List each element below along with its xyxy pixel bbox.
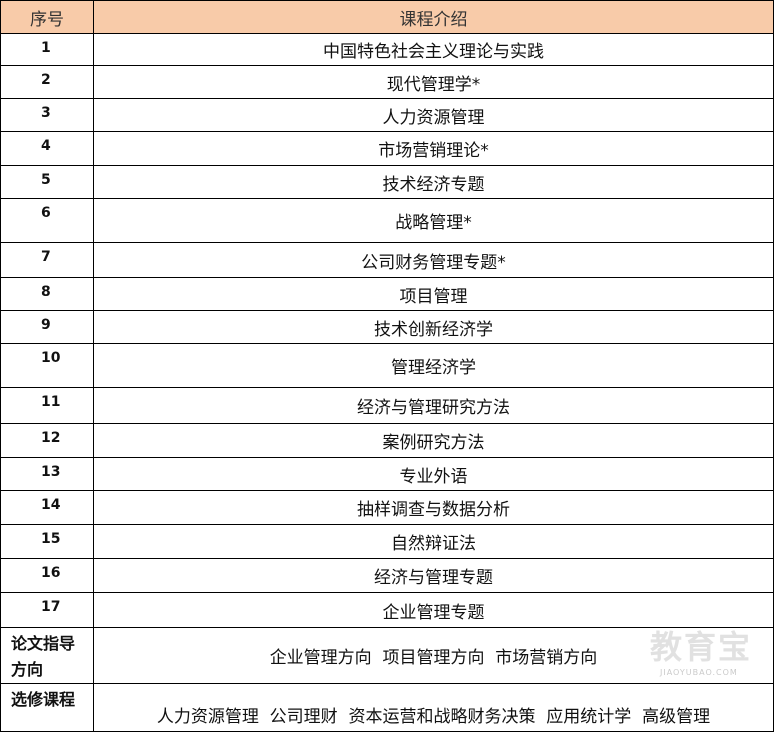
watermark-logo: 教育宝 <box>650 628 753 666</box>
table-row: 2 现代管理学* <box>0 65 774 99</box>
table-row: 3 人力资源管理 <box>0 98 774 132</box>
table-row: 6 战略管理* <box>0 198 774 243</box>
course-name: 现代管理学* <box>93 65 774 99</box>
row-index: 13 <box>0 457 94 491</box>
course-name: 中国特色社会主义理论与实践 <box>93 33 774 66</box>
course-name: 经济与管理专题 <box>93 558 774 593</box>
row-index: 1 <box>0 33 94 66</box>
header-index: 序号 <box>0 0 94 34</box>
table-header: 序号 课程介绍 <box>0 0 774 34</box>
row-index: 6 <box>0 198 94 243</box>
table-row: 4 市场营销理论* <box>0 131 774 166</box>
table-row: 15 自然辩证法 <box>0 524 774 559</box>
course-name: 项目管理 <box>93 277 774 311</box>
table-row: 10 管理经济学 <box>0 343 774 388</box>
course-name: 专业外语 <box>93 457 774 491</box>
table-row: 14 抽样调查与数据分析 <box>0 490 774 525</box>
table-row: 9 技术创新经济学 <box>0 310 774 344</box>
table-row: 16 经济与管理专题 <box>0 558 774 593</box>
course-name: 公司财务管理专题* <box>93 242 774 278</box>
row-index: 4 <box>0 131 94 166</box>
row-index: 16 <box>0 558 94 593</box>
thesis-value: 企业管理方向 项目管理方向 市场营销方向 <box>93 627 774 684</box>
course-name: 市场营销理论* <box>93 131 774 166</box>
course-name: 案例研究方法 <box>93 423 774 458</box>
row-index: 14 <box>0 490 94 525</box>
row-index: 7 <box>0 242 94 278</box>
row-index: 15 <box>0 524 94 559</box>
table-row: 13 专业外语 <box>0 457 774 491</box>
table-row: 12 案例研究方法 <box>0 423 774 458</box>
table-row: 5 技术经济专题 <box>0 165 774 199</box>
row-index: 5 <box>0 165 94 199</box>
course-name: 人力资源管理 <box>93 98 774 132</box>
table-row: 7 公司财务管理专题* <box>0 242 774 278</box>
row-index: 9 <box>0 310 94 344</box>
course-name: 自然辩证法 <box>93 524 774 559</box>
table-row: 11 经济与管理研究方法 <box>0 387 774 424</box>
row-index: 2 <box>0 65 94 99</box>
row-index: 3 <box>0 98 94 132</box>
table-row: 17 企业管理专题 <box>0 592 774 628</box>
row-index: 17 <box>0 592 94 628</box>
course-name: 技术创新经济学 <box>93 310 774 344</box>
row-index: 10 <box>0 343 94 388</box>
row-index: 8 <box>0 277 94 311</box>
elective-label: 选修课程 <box>0 683 94 732</box>
header-course: 课程介绍 <box>93 0 774 34</box>
course-name: 抽样调查与数据分析 <box>93 490 774 525</box>
elective-row: 选修课程 人力资源管理 公司理财 资本运营和战略财务决策 应用统计学 高级管理 <box>0 683 774 732</box>
course-name: 企业管理专题 <box>93 592 774 628</box>
elective-value: 人力资源管理 公司理财 资本运营和战略财务决策 应用统计学 高级管理 <box>93 683 774 732</box>
table-row: 8 项目管理 <box>0 277 774 311</box>
course-name: 管理经济学 <box>93 343 774 388</box>
course-name: 技术经济专题 <box>93 165 774 199</box>
row-index: 11 <box>0 387 94 424</box>
course-name: 战略管理* <box>93 198 774 243</box>
course-name: 经济与管理研究方法 <box>93 387 774 424</box>
thesis-row: 论文指导方向 企业管理方向 项目管理方向 市场营销方向 <box>0 627 774 684</box>
row-index: 12 <box>0 423 94 458</box>
thesis-label: 论文指导方向 <box>0 627 94 684</box>
table-row: 1 中国特色社会主义理论与实践 <box>0 33 774 66</box>
watermark-sub: JIAOYUBAO.COM <box>660 668 738 677</box>
